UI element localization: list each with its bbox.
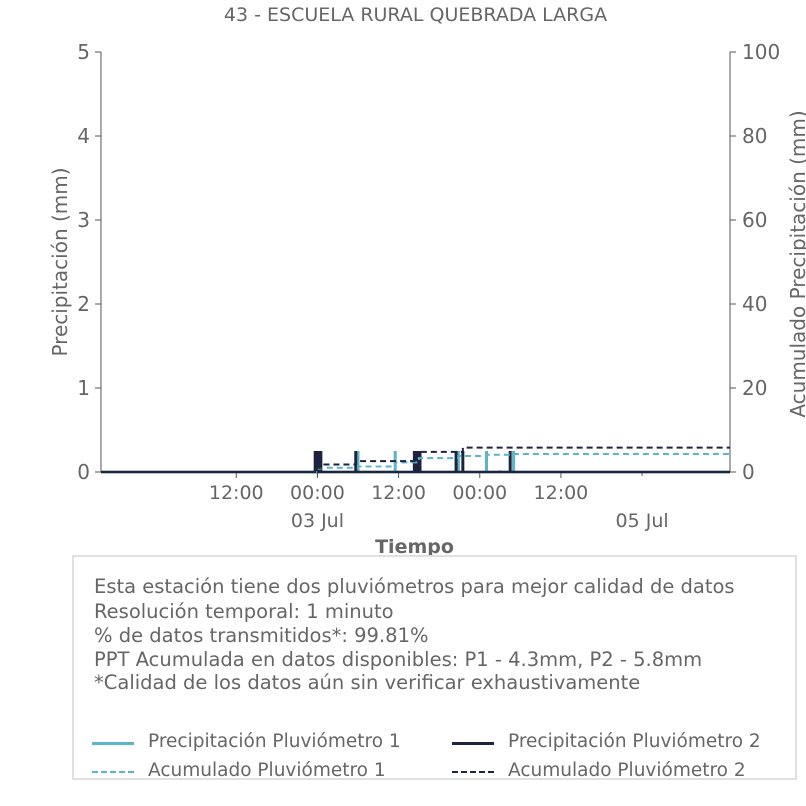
y-tick-label: 3 (77, 208, 90, 232)
legend-label-acc1: Acumulado Pluviómetro 1 (148, 760, 386, 781)
info-line-quality-note: *Calidad de los datos aún sin verificar … (94, 671, 641, 694)
y2-axis-label: Acumulado Precipitación (mm) (786, 110, 806, 417)
y-axis-label: Precipitación (mm) (48, 167, 72, 356)
y-tick-label: 0 (77, 460, 90, 484)
x-date-label: 05 Jul (616, 510, 669, 532)
info-line-accumulated: PPT Acumulada en datos disponibles: P1 -… (94, 648, 703, 671)
y-tick-label: 5 (77, 40, 90, 64)
cumulative-line-series-4 (101, 446, 730, 473)
x-tick-label: 12:00 (534, 482, 589, 504)
legend-label-acc2: Acumulado Pluviómetro 2 (508, 760, 746, 781)
info-panel: Esta estación tiene dos pluviómetros par… (72, 555, 797, 781)
info-line-resolution: Resolución temporal: 1 minuto (94, 600, 394, 623)
y2-tick-label: 100 (742, 40, 780, 64)
x-date-label: 03 Jul (291, 510, 344, 532)
x-tick-label: 12:00 (371, 482, 426, 504)
legend-label-p2: Precipitación Pluviómetro 2 (508, 731, 761, 752)
y-tick-label: 2 (77, 292, 90, 316)
y2-tick-label: 60 (742, 208, 767, 232)
legend-swatch-acc1 (92, 771, 134, 773)
y2-tick-label: 20 (742, 376, 767, 400)
y-tick-label: 4 (77, 124, 90, 148)
y2-tick-label: 80 (742, 124, 767, 148)
legend-swatch-p1 (92, 742, 134, 745)
x-tick-label: 12:00 (209, 482, 264, 504)
legend-swatch-acc2 (452, 771, 494, 773)
x-axis-label: Tiempo (375, 536, 454, 558)
x-tick-label: 00:00 (290, 482, 345, 504)
y2-tick-label: 40 (742, 292, 767, 316)
rain-chart: 43 - ESCUELA RURAL QUEBRADA LARGA 0 1 2 3 4 5 0… (48, 4, 806, 558)
legend-label-p1: Precipitación Pluviómetro 1 (148, 731, 401, 752)
legend-swatch-p2 (452, 742, 494, 745)
info-line-transmitted: % de datos transmitidos*: 99.81% (94, 624, 429, 647)
info-line-stations: Esta estación tiene dos pluviómetros par… (94, 575, 735, 598)
y2-tick-label: 0 (742, 460, 755, 484)
x-tick-label: 00:00 (452, 482, 507, 504)
y-tick-label: 1 (77, 376, 90, 400)
chart-title: 43 - ESCUELA RURAL QUEBRADA LARGA (224, 4, 607, 26)
